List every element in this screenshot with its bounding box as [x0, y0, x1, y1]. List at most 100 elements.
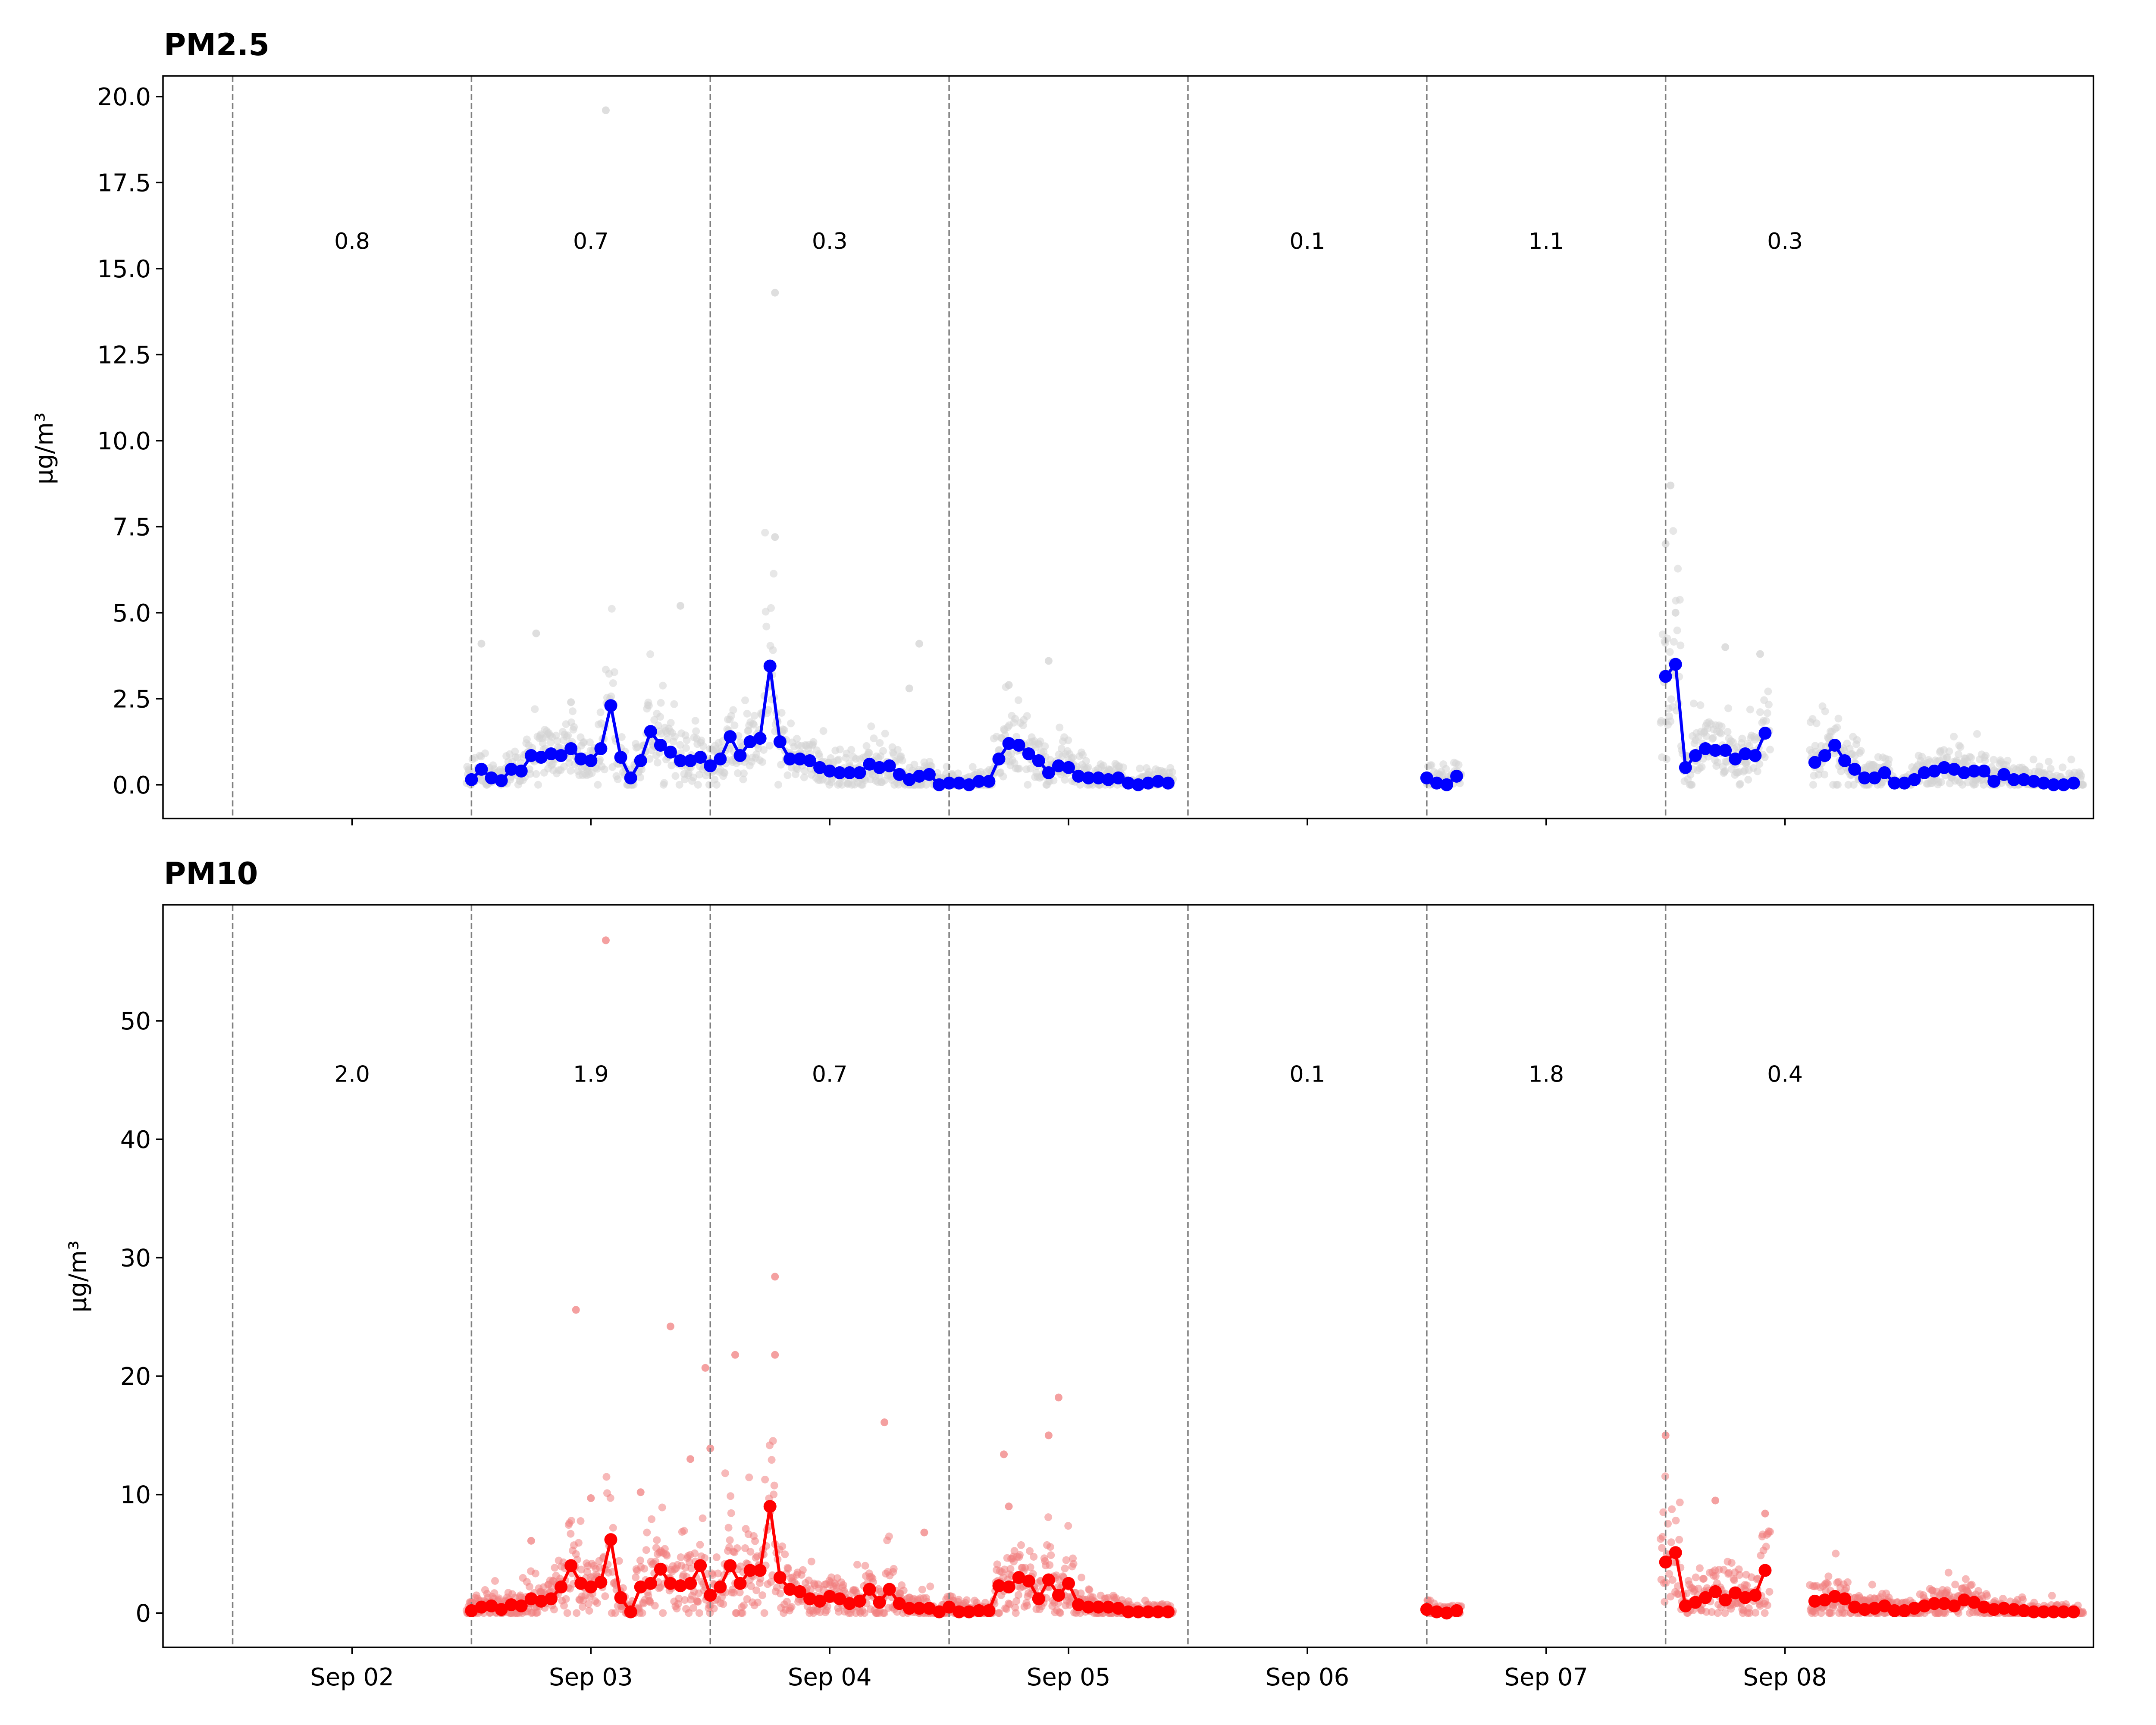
scatter-point — [867, 722, 875, 731]
hourly-mean-point — [674, 754, 687, 767]
hourly-mean-point — [893, 1597, 906, 1610]
pm25-title: PM2.5 — [164, 27, 270, 63]
scatter-point — [721, 1469, 729, 1477]
scatter-point — [1761, 753, 1769, 761]
scatter-point — [1054, 1393, 1062, 1402]
scatter-point — [819, 727, 827, 735]
hourly-mean-point — [1957, 766, 1971, 779]
pm10-hourly-markers — [465, 1500, 2080, 1620]
scatter-point — [658, 1503, 666, 1512]
hourly-mean-point — [763, 659, 777, 673]
hourly-mean-point — [1828, 1590, 1841, 1603]
scatter-point — [610, 668, 618, 676]
hourly-mean-point — [912, 769, 926, 783]
hourly-mean-point — [624, 1605, 637, 1618]
hourly-mean-point — [1947, 762, 1961, 776]
scatter-point — [638, 765, 646, 774]
hourly-mean-point — [893, 768, 906, 781]
scatter-point — [671, 733, 679, 741]
hourly-mean-point — [953, 1605, 966, 1618]
hourly-mean-point — [1937, 1597, 1951, 1610]
scatter-point — [1755, 760, 1764, 768]
y-tick-label: 15.0 — [97, 255, 151, 283]
scatter-point — [1023, 712, 1031, 720]
scatter-point — [1824, 1580, 1832, 1588]
scatter-point — [750, 712, 758, 720]
hourly-mean-point — [524, 749, 538, 762]
scatter-point — [1752, 1609, 1760, 1617]
y-tick-label: 0.0 — [113, 772, 151, 800]
hourly-mean-point — [1758, 1564, 1772, 1577]
hourly-mean-point — [1052, 1589, 1065, 1602]
hourly-mean-point — [475, 762, 488, 776]
hourly-mean-point — [1082, 1600, 1095, 1614]
scatter-point — [1036, 737, 1044, 746]
scatter-point — [800, 773, 808, 781]
scatter-point — [1667, 481, 1675, 489]
scatter-point — [1735, 1565, 1743, 1573]
y-tick-label: 5.0 — [113, 599, 151, 627]
scatter-point — [1736, 780, 1744, 788]
scatter-point — [617, 733, 626, 741]
scatter-point — [893, 746, 902, 754]
scatter-point — [1763, 709, 1771, 717]
scatter-point — [1727, 1559, 1736, 1567]
scatter-point — [636, 1556, 644, 1565]
x-tick-label: Sep 06 — [1266, 1663, 1350, 1691]
scatter-point — [608, 605, 616, 613]
scatter-point — [1674, 565, 1682, 573]
scatter-point — [1014, 1591, 1022, 1599]
scatter-point — [910, 760, 918, 768]
scatter-point — [1717, 722, 1726, 731]
scatter-point — [523, 735, 531, 743]
scatter-point — [607, 692, 615, 700]
hourly-mean-point — [1808, 1594, 1821, 1608]
scatter-point — [1695, 1564, 1704, 1572]
scatter-point — [774, 781, 782, 789]
scatter-point — [648, 1515, 656, 1523]
hourly-mean-point — [763, 1500, 777, 1513]
scatter-point — [1696, 701, 1705, 709]
scatter-point — [738, 1609, 746, 1617]
hourly-mean-point — [1022, 1574, 1035, 1588]
scatter-point — [594, 781, 602, 789]
scatter-point — [642, 1546, 650, 1554]
scatter-point — [761, 529, 769, 537]
scatter-point — [646, 650, 655, 659]
scatter-point — [1944, 1568, 1952, 1577]
hourly-mean-point — [1102, 1600, 1115, 1614]
scatter-point — [905, 684, 913, 693]
scatter-point — [1670, 638, 1678, 646]
hourly-mean-point — [1151, 775, 1165, 788]
x-tick-label: Sep 08 — [1743, 1663, 1827, 1691]
scatter-point — [671, 772, 680, 780]
scatter-point — [771, 289, 779, 297]
hourly-mean-point — [853, 766, 866, 779]
hourly-mean-point — [1679, 1599, 1692, 1612]
scatter-point — [995, 746, 1003, 754]
hourly-mean-point — [2057, 1605, 2070, 1618]
scatter-point — [587, 1494, 595, 1502]
scatter-point — [619, 1584, 627, 1592]
scatter-point — [689, 773, 698, 781]
scatter-point — [676, 741, 684, 749]
hourly-mean-point — [1908, 773, 1921, 786]
hourly-mean-point — [495, 774, 508, 787]
scatter-point — [1061, 1565, 1069, 1573]
hourly-mean-point — [684, 754, 697, 767]
hourly-mean-point — [614, 750, 627, 764]
scatter-point — [2079, 781, 2087, 789]
hourly-mean-point — [803, 754, 817, 767]
scatter-point — [1047, 1551, 1055, 1559]
hourly-mean-point — [793, 752, 806, 765]
hourly-mean-point — [1868, 771, 1881, 784]
hourly-mean-point — [773, 1571, 787, 1584]
scatter-point — [762, 622, 771, 630]
scatter-point — [1745, 1609, 1754, 1617]
scatter-point — [787, 1603, 796, 1611]
hourly-mean-point — [475, 1600, 488, 1614]
hourly-mean-point — [873, 761, 886, 774]
scatter-point — [632, 1573, 640, 1581]
scatter-point — [1833, 781, 1842, 789]
